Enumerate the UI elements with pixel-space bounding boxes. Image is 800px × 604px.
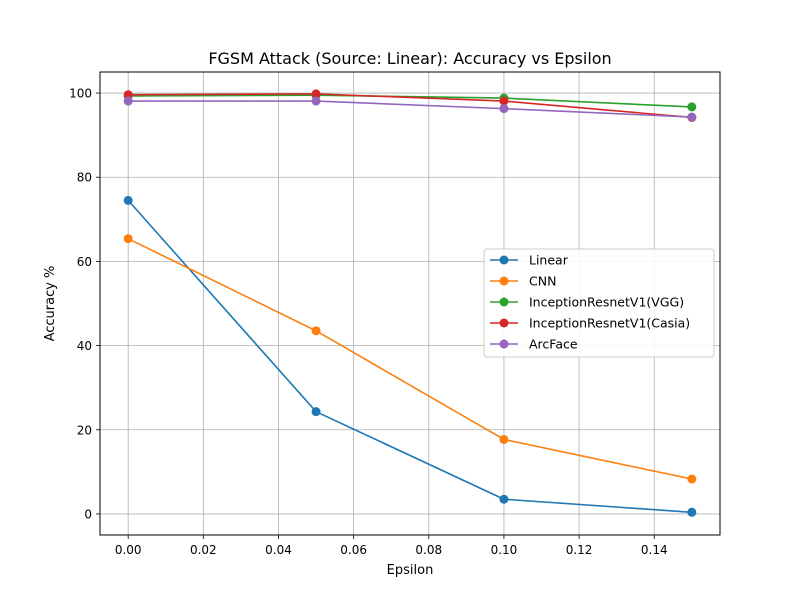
axis-ticks: 0.00 0.02 0.04 0.06 0.08 0.10 0.12 0.14 0 20 40 60 8… — [69, 87, 668, 557]
legend: Linear CNN InceptionResnetV1(VGG) Inception… — [483, 248, 715, 358]
legend-label: ArcFace — [529, 337, 578, 352]
data-point — [499, 96, 509, 106]
data-point — [123, 90, 133, 100]
series-line — [127, 199, 692, 514]
legend-label: CNN — [529, 274, 556, 289]
legend-item: CNN — [490, 274, 556, 289]
x-tick-label: 0.10 — [491, 543, 518, 557]
series-line — [128, 100, 692, 118]
y-tick-label: 60 — [77, 255, 92, 269]
legend-box — [483, 248, 715, 358]
x-tick-label: 0.04 — [265, 543, 292, 557]
legend-item: InceptionResnetV1(Casia) — [490, 316, 690, 331]
x-tick-label: 0.00 — [115, 543, 142, 557]
data-point — [311, 89, 321, 99]
series-line — [128, 94, 692, 108]
data-point — [687, 474, 697, 484]
data-point — [499, 104, 509, 114]
data-point — [123, 96, 133, 106]
y-tick-label: 20 — [77, 423, 92, 437]
plot-frame — [99, 71, 721, 536]
y-tick-label: 40 — [77, 339, 92, 353]
legend-item: InceptionResnetV1(VGG) — [490, 295, 684, 310]
legend-label: Linear — [529, 253, 569, 268]
legend-swatch-marker — [499, 318, 509, 328]
series-line — [128, 93, 692, 119]
y-tick-label: 80 — [77, 171, 92, 185]
data-point — [123, 195, 133, 205]
legend-swatch-marker — [499, 339, 509, 349]
legend-label: InceptionResnetV1(Casia) — [529, 316, 690, 331]
legend-swatch-marker — [499, 276, 509, 286]
chart-title: FGSM Attack (Source: Linear): Accuracy v… — [208, 49, 611, 68]
data-point — [499, 434, 509, 444]
data-point — [687, 102, 697, 112]
data-point — [311, 96, 321, 106]
x-axis-label: Epsilon — [387, 563, 434, 578]
legend-label: InceptionResnetV1(VGG) — [529, 295, 684, 310]
data-point — [687, 112, 697, 122]
y-tick-label: 0 — [84, 507, 92, 521]
legend-swatch-marker — [499, 297, 509, 307]
data-point — [123, 234, 133, 244]
x-tick-label: 0.14 — [641, 543, 668, 557]
legend-item: ArcFace — [490, 337, 578, 352]
y-tick-label: 100 — [69, 87, 92, 101]
x-tick-label: 0.06 — [340, 543, 367, 557]
data-point — [311, 407, 321, 417]
legend-item: Linear — [490, 253, 569, 268]
x-tick-label: 0.08 — [415, 543, 442, 557]
series-ArcFace — [123, 96, 697, 122]
x-tick-label: 0.12 — [566, 543, 593, 557]
series-Linear — [123, 195, 697, 517]
x-tick-label: 0.02 — [190, 543, 217, 557]
data-point — [687, 507, 697, 517]
series-group — [123, 89, 697, 517]
data-point — [499, 494, 509, 504]
y-axis-label: Accuracy % — [43, 266, 58, 342]
series-CNN — [123, 234, 697, 484]
legend-swatch-marker — [499, 255, 509, 265]
data-point — [311, 326, 321, 336]
series-line — [127, 237, 692, 480]
